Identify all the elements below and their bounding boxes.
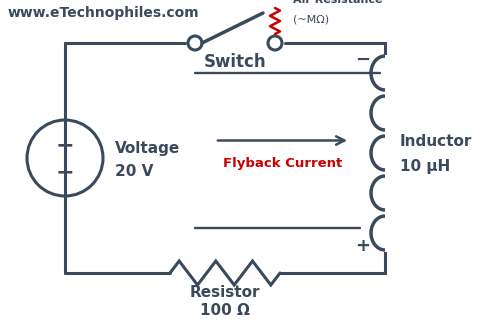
- Text: www.eTechnophiles.com: www.eTechnophiles.com: [8, 6, 200, 20]
- Text: Switch: Switch: [204, 53, 266, 71]
- Text: +: +: [356, 237, 370, 255]
- Text: +: +: [56, 136, 74, 156]
- Text: (~MΩ): (~MΩ): [293, 15, 329, 25]
- Text: 20 V: 20 V: [115, 165, 154, 179]
- Text: Inductor: Inductor: [400, 133, 472, 149]
- Text: Flyback Current: Flyback Current: [223, 156, 342, 170]
- Text: Air Resistance: Air Resistance: [293, 0, 382, 5]
- Text: Voltage: Voltage: [115, 140, 180, 155]
- Text: −: −: [56, 162, 74, 182]
- Text: Resistor: Resistor: [190, 285, 260, 300]
- Text: −: −: [356, 51, 370, 69]
- Text: 100 Ω: 100 Ω: [200, 303, 250, 318]
- Text: 10 μH: 10 μH: [400, 159, 450, 174]
